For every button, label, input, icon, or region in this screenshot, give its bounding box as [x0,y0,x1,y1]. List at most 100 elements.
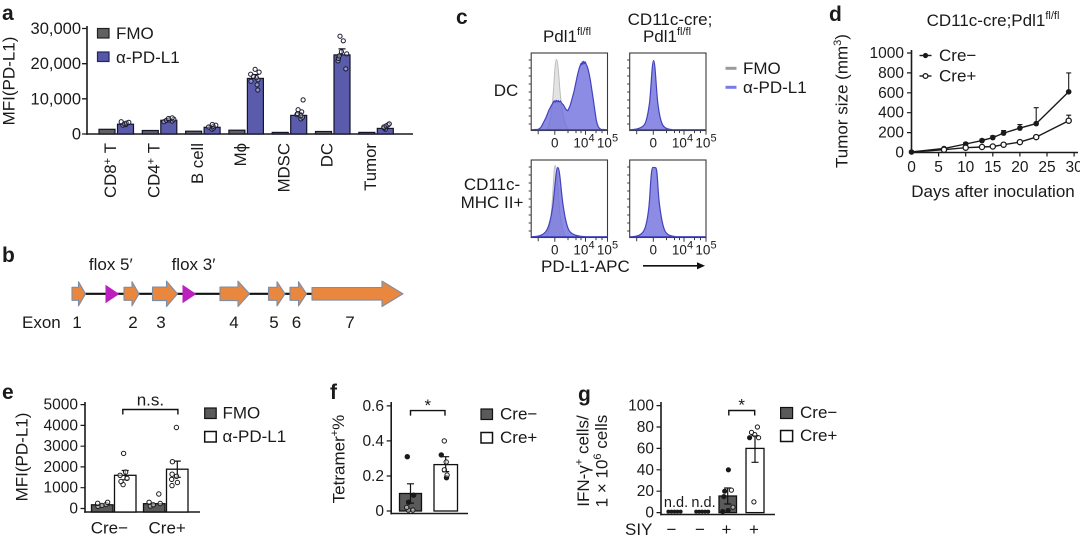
svg-text:30: 30 [1065,159,1080,176]
svg-text:10,000: 10,000 [31,90,81,108]
svg-text:25: 25 [1038,159,1055,176]
svg-text:g: g [578,383,591,406]
svg-text:105: 105 [695,240,716,258]
svg-text:e: e [2,381,14,404]
svg-text:6: 6 [292,313,301,332]
svg-text:MHC II+: MHC II+ [461,193,524,212]
svg-text:600: 600 [878,85,904,102]
svg-text:0: 0 [650,243,658,258]
svg-text:α-PD-L1: α-PD-L1 [743,78,807,97]
svg-text:Cre−: Cre− [500,405,537,424]
svg-text:FMO: FMO [743,59,781,78]
svg-text:−: − [667,520,677,538]
svg-text:CD11c-cre;: CD11c-cre; [628,10,713,29]
svg-text:0: 0 [907,159,916,176]
svg-text:−: − [695,520,705,538]
svg-text:α-PD-L1: α-PD-L1 [116,48,180,67]
svg-text:n.d.: n.d. [691,495,715,511]
svg-text:CD4+ T: CD4+ T [145,143,164,198]
svg-text:0.4: 0.4 [362,433,384,450]
svg-text:Cre+: Cre+ [800,426,837,445]
svg-text:Exon: Exon [22,313,61,332]
svg-text:FMO: FMO [116,24,154,43]
svg-text:PD-L1-APC: PD-L1-APC [541,257,630,276]
svg-text:5: 5 [269,313,278,332]
svg-text:flox 5′: flox 5′ [89,255,133,274]
svg-text:3: 3 [156,313,165,332]
svg-text:800: 800 [878,65,904,82]
svg-text:DC: DC [318,143,337,167]
svg-text:+: + [722,520,732,538]
svg-text:*: * [738,396,745,415]
svg-text:200: 200 [878,125,904,142]
svg-text:5000: 5000 [44,397,79,414]
svg-text:+: + [749,520,759,538]
svg-text:Days after inoculation: Days after inoculation [911,182,1074,201]
svg-text:1000: 1000 [44,480,79,497]
svg-text:2: 2 [128,313,137,332]
svg-text:15: 15 [984,159,1001,176]
svg-text:105: 105 [597,240,618,258]
svg-text:0: 0 [375,503,384,520]
svg-text:105: 105 [597,133,618,151]
svg-text:MFI(PD-L1): MFI(PD-L1) [12,413,31,502]
svg-text:0: 0 [650,136,658,151]
svg-text:b: b [2,244,15,267]
svg-text:104: 104 [672,240,693,258]
svg-text:Pdl1fl/fl: Pdl1fl/fl [643,26,691,46]
svg-text:100: 100 [628,398,654,415]
svg-text:1000: 1000 [870,45,905,62]
svg-text:Tumor: Tumor [361,143,380,191]
svg-text:104: 104 [573,133,594,151]
svg-text:2000: 2000 [44,459,79,476]
svg-text:MDSC: MDSC [274,143,293,192]
svg-text:104: 104 [672,133,693,151]
svg-text:30,000: 30,000 [31,20,81,38]
svg-text:SIY: SIY [625,520,652,538]
svg-text:4: 4 [229,313,238,332]
svg-text:n.d.: n.d. [664,495,688,511]
svg-text:Mϕ: Mϕ [231,143,250,166]
svg-text:0: 0 [645,505,654,522]
svg-text:Cre−: Cre− [800,403,837,422]
svg-text:MFI(PD-L1): MFI(PD-L1) [0,37,18,126]
svg-text:Cre−: Cre− [91,519,128,538]
svg-text:a: a [2,2,14,25]
svg-text:flox 3′: flox 3′ [172,255,216,274]
svg-text:0: 0 [72,126,81,144]
svg-text:80: 80 [637,419,655,436]
svg-text:B cell: B cell [188,143,207,184]
svg-text:0: 0 [551,243,559,258]
svg-text:f: f [330,381,338,404]
svg-text:400: 400 [878,105,904,122]
svg-text:n.s.: n.s. [137,391,164,410]
svg-text:3000: 3000 [44,438,79,455]
svg-text:5: 5 [934,159,943,176]
svg-text:*: * [424,396,431,415]
svg-text:Cre+: Cre+ [149,519,186,538]
svg-text:105: 105 [695,133,716,151]
svg-text:Tumor size (mm3): Tumor size (mm3) [832,34,852,168]
svg-text:Pdl1fl/fl: Pdl1fl/fl [543,26,591,46]
svg-text:10: 10 [957,159,975,176]
svg-text:Tetramer+%: Tetramer+% [329,415,349,504]
svg-text:60: 60 [637,440,655,457]
svg-text:4000: 4000 [44,417,79,434]
svg-text:0.2: 0.2 [362,468,384,485]
svg-text:1: 1 [72,313,81,332]
svg-text:d: d [829,3,842,26]
svg-text:FMO: FMO [223,404,261,423]
svg-text:1 × 106 cells: 1 × 106 cells [592,415,612,508]
svg-text:IFN-γ+ cells/: IFN-γ+ cells/ [573,415,593,507]
svg-text:20: 20 [637,483,655,500]
svg-text:α-PD-L1: α-PD-L1 [223,427,287,446]
svg-text:Cre−: Cre− [939,46,976,65]
svg-text:CD11c-: CD11c- [464,175,520,194]
svg-text:c: c [456,6,468,29]
svg-text:0: 0 [69,501,78,518]
svg-text:0: 0 [551,136,559,151]
svg-text:0.6: 0.6 [362,398,384,415]
svg-text:104: 104 [573,240,594,258]
svg-text:CD8+ T: CD8+ T [101,143,120,198]
svg-text:20,000: 20,000 [31,55,81,73]
